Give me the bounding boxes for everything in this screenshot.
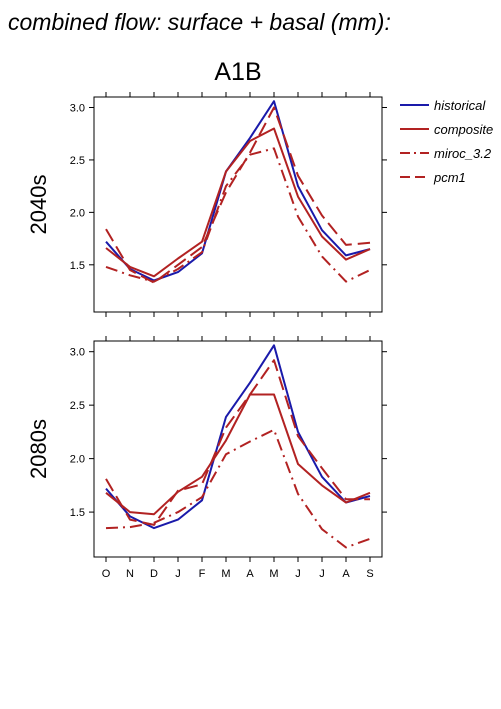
series-line-composite: [105, 127, 371, 278]
x-tick-label: J: [319, 568, 325, 580]
legend-label: miroc_3.2: [434, 146, 492, 161]
x-tick-label: J: [175, 568, 181, 580]
series-line-miroc-3-2: [105, 147, 371, 283]
series-line-historical: [105, 100, 371, 282]
legend-item: miroc_3.2: [400, 146, 492, 161]
plot-frame: [93, 96, 383, 313]
y-tick-label: 2.5: [70, 155, 85, 167]
x-tick-label: O: [102, 568, 111, 580]
series-line-composite: [105, 393, 371, 516]
x-tick-label: S: [366, 568, 373, 580]
x-tick-label: A: [342, 568, 350, 580]
x-tick-label: F: [199, 568, 206, 580]
legend-item: pcm1: [400, 170, 466, 185]
series-line-historical: [105, 344, 371, 530]
legend-item: historical: [400, 98, 486, 113]
y-tick-label: 3.0: [70, 102, 85, 114]
legend-label: composite: [434, 122, 493, 137]
y-tick-label: 1.5: [70, 260, 85, 272]
y-tick-label: 2.0: [70, 454, 85, 466]
x-tick-label: D: [150, 568, 158, 580]
figure-title: combined flow: surface + basal (mm):: [8, 9, 391, 35]
plot-frame: [93, 340, 383, 558]
legend-label: historical: [434, 98, 486, 113]
x-tick-label: J: [295, 568, 301, 580]
x-tick-label: M: [269, 568, 278, 580]
legend: historical composite miroc_3.2 pcm1: [400, 98, 493, 185]
y-tick-label: 2.5: [70, 400, 85, 412]
y-tick-label: 3.0: [70, 347, 85, 359]
x-tick-label: M: [221, 568, 230, 580]
panel-2: 1.5 2.0 2.5 3.0 2080s O N D J F M A M J J A S: [26, 336, 387, 580]
x-tick-label: A: [246, 568, 254, 580]
y-tick-label: 1.5: [70, 507, 85, 519]
panel-ylabel: 2040s: [26, 175, 51, 235]
panel-ylabel: 2080s: [26, 419, 51, 479]
panel-1: 1.5 2.0 2.5 3.0 2040s: [26, 92, 387, 317]
legend-label: pcm1: [433, 170, 466, 185]
scenario-title: A1B: [214, 58, 261, 86]
panels: 1.5 2.0 2.5 3.0 2040s 1.5 2.0 2.5 3.0 2080s O N D J F M…: [26, 92, 387, 580]
series-line-pcm1: [105, 359, 370, 526]
legend-item: composite: [400, 122, 493, 137]
series-line-pcm1: [105, 106, 371, 284]
y-tick-label: 2.0: [70, 207, 85, 219]
series-line-miroc-3-2: [105, 428, 371, 549]
x-tick-label: N: [126, 568, 134, 580]
